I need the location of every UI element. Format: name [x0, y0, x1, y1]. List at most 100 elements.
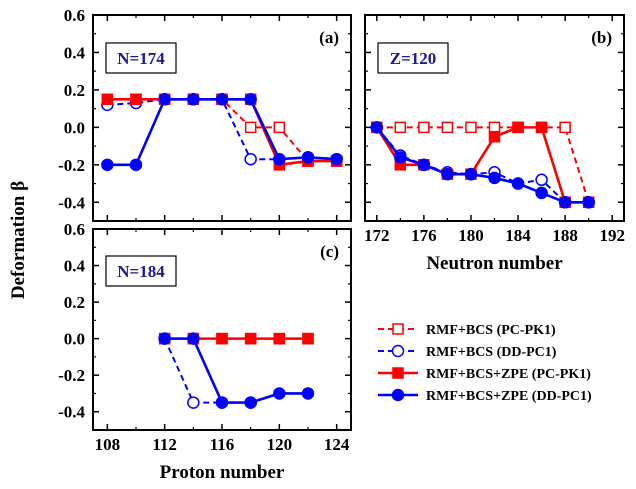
- panel-a: 0.6 0.4 0.2 0.0 -0.2 -0.4 (a) N=174: [58, 6, 352, 222]
- data-point: [394, 121, 407, 134]
- panel-b: 172 176 180 184 188 192 Neutron number (b) Z=120: [364, 14, 625, 274]
- data-point: [488, 171, 501, 185]
- data-point: [417, 158, 431, 172]
- inset-label: N=174: [117, 49, 165, 68]
- data-point: [464, 167, 478, 181]
- data-point: [215, 93, 229, 106]
- y-tick-label: 0.0: [64, 330, 85, 349]
- data-point: [488, 121, 501, 134]
- panel-label: (a): [319, 28, 339, 47]
- series-line: [375, 126, 589, 204]
- data-point: [535, 186, 548, 200]
- x-tick-label: 188: [552, 226, 578, 245]
- inset-box: [377, 42, 449, 74]
- data-point: [273, 387, 286, 400]
- data-point: [273, 332, 286, 345]
- x-tick-label: 180: [458, 226, 484, 245]
- x-tick-label: 176: [411, 226, 437, 245]
- data-point: [441, 121, 454, 134]
- data-point: [558, 196, 572, 209]
- legend-item: RMF+BCS (PC-PK1): [378, 323, 556, 338]
- legend-label: RMF+BCS+ZPE (DD-PC1): [426, 389, 592, 404]
- data-point: [465, 121, 477, 134]
- data-point: [302, 332, 314, 345]
- x-tick-label: 108: [95, 435, 121, 454]
- series-line: [164, 337, 308, 404]
- legend-label: RMF+BCS (DD-PC1): [426, 345, 557, 360]
- x-tick-label: 120: [267, 435, 293, 454]
- data-point: [244, 152, 257, 166]
- series-4: [101, 93, 343, 172]
- data-point: [488, 130, 501, 143]
- data-point: [187, 93, 200, 106]
- series-4: [158, 332, 315, 409]
- data-point: [101, 158, 114, 172]
- inset-label: Z=120: [390, 49, 437, 68]
- data-point: [559, 121, 571, 134]
- data-point: [441, 167, 454, 181]
- series-line: [376, 126, 590, 203]
- legend-marker: [392, 367, 404, 379]
- data-point: [535, 173, 548, 187]
- x-tick-label: 184: [505, 226, 531, 245]
- data-point: [215, 396, 229, 409]
- data-point: [394, 151, 407, 164]
- data-point: [301, 151, 315, 164]
- data-point: [582, 196, 595, 209]
- data-point: [244, 396, 257, 409]
- data-point: [129, 158, 143, 172]
- legend-marker: [392, 323, 404, 335]
- x-tick-label: 172: [364, 226, 390, 245]
- y-tick-label: -0.2: [58, 156, 85, 175]
- y-axis-title: Deformation β: [8, 181, 29, 299]
- legend-item: RMF+BCS+ZPE (DD-PC1): [378, 388, 592, 404]
- x-axis-title: Proton number: [160, 462, 285, 483]
- inset-box: [105, 42, 177, 74]
- legend-marker: [391, 388, 405, 402]
- legend: RMF+BCS (PC-PK1) RMF+BCS (DD-PC1) RMF+BCS+…: [378, 323, 592, 404]
- x-tick-label: 192: [599, 226, 625, 245]
- data-point: [158, 332, 171, 345]
- series-4: [370, 121, 595, 209]
- data-point: [535, 121, 548, 134]
- legend-item: RMF+BCS+ZPE (PC-PK1): [378, 367, 591, 382]
- data-point: [158, 93, 171, 106]
- y-tick-label: 0.4: [64, 257, 86, 276]
- data-point: [244, 121, 257, 134]
- panel-label: (c): [320, 242, 339, 261]
- panel-label: (b): [591, 28, 612, 47]
- data-point: [273, 152, 286, 166]
- data-point: [512, 121, 524, 134]
- legend-item: RMF+BCS (DD-PC1): [378, 344, 557, 360]
- data-point: [216, 332, 228, 345]
- data-point: [244, 93, 257, 106]
- y-tick-label: 0.2: [64, 293, 85, 312]
- inset-label: N=184: [117, 262, 165, 281]
- x-axis-title: Neutron number: [426, 253, 563, 274]
- data-point: [244, 332, 257, 345]
- data-point: [187, 396, 200, 409]
- y-tick-label: -0.2: [58, 366, 85, 385]
- legend-label: RMF+BCS (PC-PK1): [426, 323, 556, 338]
- data-point: [187, 332, 200, 345]
- inset-box: [105, 255, 177, 287]
- panels-group: 0.6 0.4 0.2 0.0 -0.2 -0.4 (a) N=174 172 176 180 184…: [58, 6, 625, 483]
- data-point: [418, 121, 430, 134]
- data-point: [330, 152, 343, 166]
- y-tick-label: -0.4: [58, 193, 85, 212]
- y-tick-label: 0.6: [64, 6, 85, 25]
- legend-label: RMF+BCS+ZPE (PC-PK1): [426, 367, 591, 382]
- series-line: [376, 126, 589, 204]
- y-tick-label: 0.0: [64, 118, 85, 137]
- data-point: [130, 93, 142, 106]
- series-line: [375, 126, 589, 204]
- y-tick-label: -0.4: [58, 403, 85, 422]
- data-point: [273, 121, 286, 134]
- x-tick-label: 112: [152, 435, 177, 454]
- y-tick-label: 0.2: [64, 81, 85, 100]
- x-tick-label: 124: [324, 435, 350, 454]
- y-tick-label: 0.4: [64, 43, 86, 62]
- data-point: [511, 177, 525, 190]
- legend-marker: [391, 344, 405, 358]
